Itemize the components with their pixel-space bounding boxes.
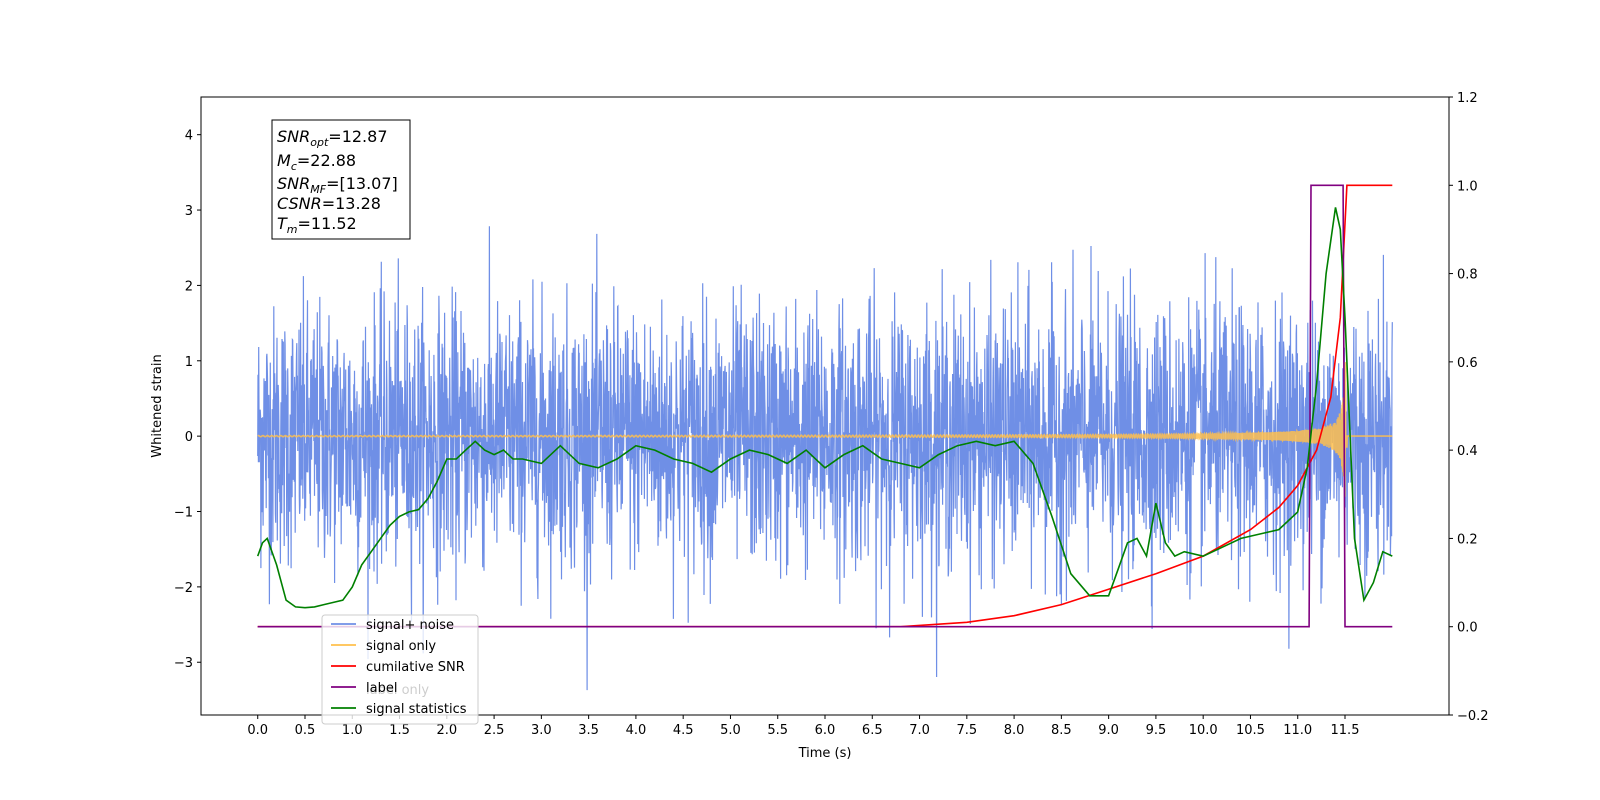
y2-tick-label: 0.4 (1457, 444, 1478, 459)
series-signal-noise (257, 226, 1393, 691)
annotation-box (271, 119, 411, 240)
x-tick-label: 7.0 (909, 723, 930, 738)
x-tick-label: 4.5 (673, 723, 694, 738)
legend-label: cumilative SNR (366, 660, 465, 675)
y-tick-label: −1 (174, 506, 193, 521)
x-tick-label: 2.0 (436, 723, 457, 738)
x-tick-label: 1.0 (342, 723, 363, 738)
legend-label: label (366, 681, 397, 696)
merger-time-text: Tm=11.52 (277, 214, 357, 236)
x-tick-label: 3.5 (578, 723, 599, 738)
x-tick-label: 8.5 (1051, 723, 1072, 738)
legend-label: signal statistics (366, 702, 467, 717)
x-tick-label: 0.5 (295, 723, 316, 738)
x-tick-label: 0.0 (247, 723, 268, 738)
x-tick-label: 9.5 (1146, 723, 1167, 738)
right-y-axis: −0.2 0.0 0.2 0.4 0.6 0.8 1.0 1.2 (1449, 91, 1489, 724)
x-axis: 0.0 0.5 1.0 1.5 2.0 2.5 3.0 3.5 4.0 4.5 5.0 5.5 6.0 6… (247, 715, 1359, 738)
x-tick-label: 7.5 (956, 723, 977, 738)
legend-hidden-text: label only (366, 683, 429, 698)
series-signal-statistics (256, 207, 1393, 609)
x-tick-label: 10.5 (1236, 723, 1265, 738)
y2-tick-label: 0.8 (1457, 268, 1478, 283)
snr-opt-text: SNRopt=12.87 (277, 127, 388, 149)
x-tick-label: 11.5 (1331, 723, 1360, 738)
y-tick-label: 1 (185, 355, 193, 370)
x-tick-label: 10.0 (1189, 723, 1218, 738)
left-y-axis: −3 −2 −1 0 1 2 3 4 (174, 129, 201, 671)
y2-tick-label: 0.6 (1457, 356, 1478, 371)
legend-box (321, 614, 479, 725)
x-tick-label: 3.0 (531, 723, 552, 738)
y2-tick-label: −0.2 (1457, 709, 1489, 724)
x-tick-label: 5.0 (720, 723, 741, 738)
y-tick-label: 0 (185, 430, 193, 445)
x-tick-label: 6.0 (815, 723, 836, 738)
y2-tick-label: 1.0 (1457, 179, 1478, 194)
y2-tick-label: 1.2 (1457, 91, 1478, 106)
csnr-text: CSNR=13.28 (277, 194, 381, 213)
y-tick-label: 4 (185, 129, 193, 144)
legend-label: signal only (366, 639, 436, 654)
y-tick-label: −2 (174, 581, 193, 596)
legend-label: signal+ noise (366, 618, 454, 633)
x-tick-label: 1.5 (389, 723, 410, 738)
plot-area (256, 184, 1393, 691)
y-tick-label: 2 (185, 279, 193, 294)
y-axis-label: Whitened strain (150, 354, 165, 457)
x-tick-label: 4.0 (626, 723, 647, 738)
legend: label only signal+ noise signal only cumil… (321, 614, 479, 725)
snr-mf-text: SNRMF=[13.07] (277, 174, 398, 196)
stats-annotation: SNRopt=12.87 Mc=22.88 SNRMF=[13.07] CSNR… (271, 119, 411, 240)
y-tick-label: −3 (174, 656, 193, 671)
y2-tick-label: 0.0 (1457, 621, 1478, 636)
x-tick-label: 9.0 (1098, 723, 1119, 738)
x-tick-label: 2.5 (484, 723, 505, 738)
series-label (257, 184, 1393, 628)
y-tick-label: 3 (185, 204, 193, 219)
x-tick-label: 6.5 (862, 723, 883, 738)
x-tick-label: 5.5 (767, 723, 788, 738)
series-signal-only (257, 362, 1393, 497)
x-axis-label: Time (s) (798, 746, 852, 761)
chirp-mass-text: Mc=22.88 (277, 151, 356, 173)
y2-tick-label: 0.2 (1457, 532, 1478, 547)
x-tick-label: 11.0 (1283, 723, 1312, 738)
x-tick-label: 8.0 (1004, 723, 1025, 738)
